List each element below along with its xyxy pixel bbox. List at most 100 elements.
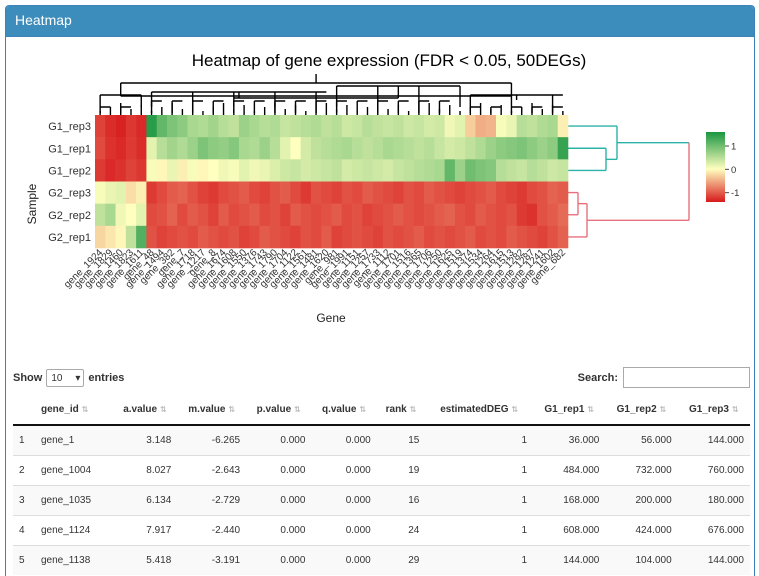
search-input[interactable]	[623, 367, 750, 388]
heatmap-cell	[506, 115, 517, 138]
heatmap-cell	[352, 181, 363, 204]
table-row[interactable]: 3 gene_1035 6.134 -2.729 0.000 0.000 16 1 168.00…	[13, 484, 750, 515]
heatmap-cell	[516, 225, 528, 249]
heatmap-cell	[382, 115, 394, 138]
results-table: gene_id ⇅ a.value ⇅ m.value ⇅ p.value ⇅ q.value ⇅…	[13, 395, 750, 575]
heatmap-cell	[352, 137, 363, 160]
column-header-label: q.value	[321, 404, 357, 415]
table-row[interactable]: 2 gene_1004 8.027 -2.643 0.000 0.000 19 1 484.00…	[13, 454, 750, 485]
heatmap-cell	[403, 137, 415, 160]
heatmap-cell	[444, 115, 456, 138]
row-label: G1_rep2	[48, 165, 91, 177]
column-header-estimateddeg[interactable]: estimatedDEG ⇅	[425, 395, 534, 426]
table-cell: 0.000	[311, 544, 377, 575]
heatmap-cell	[136, 203, 147, 227]
heatmap-cell	[444, 159, 456, 182]
column-header-a-value[interactable]: a.value ⇅	[112, 395, 178, 426]
table-cell: 5	[13, 544, 35, 575]
heatmap-cell	[146, 159, 157, 182]
heatmap-cell	[125, 115, 137, 138]
page-length-select[interactable]: 10 ▾	[46, 369, 85, 387]
column-header-m-value[interactable]: m.value ⇅	[177, 395, 247, 426]
heatmap-cell	[310, 181, 322, 204]
heatmap-cell	[547, 181, 559, 204]
heatmap-cell	[496, 159, 507, 182]
heatmap-cell	[444, 203, 456, 227]
heatmap-cell	[115, 137, 127, 160]
heatmap-cell	[321, 137, 332, 160]
heatmap-cell	[341, 137, 353, 160]
heatmap-cell	[228, 225, 240, 249]
heatmap-cell	[413, 137, 425, 160]
table-cell: 4	[13, 514, 35, 545]
heatmap-cell	[341, 225, 353, 249]
heatmap-cell	[228, 115, 240, 138]
column-header-g1-rep2[interactable]: G1_rep2 ⇅	[605, 395, 678, 426]
heatmap-cell	[485, 115, 497, 138]
heatmap-cell	[454, 203, 466, 227]
heatmap-cell	[526, 225, 538, 249]
entries-label: entries	[88, 372, 125, 384]
heatmap-cell	[238, 203, 250, 227]
heatmap-cell	[372, 225, 384, 249]
column-header-gene-id[interactable]: gene_id ⇅	[34, 395, 113, 426]
table-cell: 0.000	[246, 514, 312, 545]
table-row[interactable]: 5 gene_1138 5.418 -3.191 0.000 0.000 29 1 144.00…	[13, 544, 750, 575]
heatmap-cell	[300, 137, 312, 160]
heatmap-cell	[434, 115, 445, 138]
column-header-q-value[interactable]: q.value ⇅	[311, 395, 377, 426]
heatmap-cell	[424, 225, 435, 249]
table-cell: 0.000	[246, 484, 312, 515]
heatmap-cell	[341, 159, 353, 182]
heatmap-cell	[331, 137, 343, 160]
heatmap-cell	[475, 225, 487, 249]
heatmap-cell	[259, 225, 271, 249]
table-row[interactable]: 1 gene_1 3.148 -6.265 0.000 0.000 15 1 36.000 56.…	[13, 424, 750, 455]
heatmap-cell	[208, 203, 219, 227]
heatmap-cell	[208, 225, 219, 249]
heatmap-cell	[362, 225, 373, 249]
heatmap-cell	[218, 115, 229, 138]
heatmap-cell	[434, 137, 445, 160]
row-labels: G1_rep3 G1_rep1 G1_rep2 G2_rep3 G2_rep2 G2_re…	[48, 121, 91, 244]
heatmap-cell	[485, 181, 497, 204]
heatmap-cell	[146, 115, 157, 138]
heatmap-panel: Heatmap Heatmap of gene expression (FDR …	[5, 5, 755, 576]
heatmap-cell	[115, 115, 127, 138]
heatmap-cell	[280, 137, 291, 160]
heatmap-cell	[485, 159, 497, 182]
row-label: G1_rep1	[48, 143, 91, 155]
table-row[interactable]: 4 gene_1124 7.917 -2.440 0.000 0.000 24 1 608.00…	[13, 514, 750, 545]
index-column-header[interactable]	[13, 395, 35, 426]
column-header-g1-rep1[interactable]: G1_rep1 ⇅	[533, 395, 606, 426]
heatmap-cell	[382, 137, 394, 160]
table-header-row: gene_id ⇅ a.value ⇅ m.value ⇅ p.value ⇅ q.value ⇅…	[13, 395, 750, 426]
heatmap-cell	[156, 181, 168, 204]
heatmap-cell	[300, 181, 312, 204]
heatmap-cell	[506, 181, 517, 204]
panel-title: Heatmap	[6, 6, 754, 37]
table-cell: 760.000	[677, 454, 750, 485]
table-cell: 16	[376, 484, 426, 515]
heatmap-cell	[259, 137, 271, 160]
heatmap-cell	[125, 159, 137, 182]
heatmap-cell	[372, 203, 384, 227]
heatmap-cell	[424, 159, 435, 182]
heatmap-cell	[218, 181, 229, 204]
legend-tick-label: -1	[731, 188, 739, 199]
column-header-p-value[interactable]: p.value ⇅	[246, 395, 312, 426]
column-header-rank[interactable]: rank ⇅	[376, 395, 426, 426]
show-label: Show	[13, 372, 43, 384]
heatmap-cell	[465, 137, 476, 160]
table-cell: -3.191	[177, 544, 247, 575]
heatmap-cell	[197, 137, 209, 160]
heatmap-cell	[208, 137, 219, 160]
table-cell: 19	[376, 454, 426, 485]
heatmap-cell	[516, 203, 528, 227]
heatmap-cell	[372, 159, 384, 182]
heatmap-cell	[372, 115, 384, 138]
heatmap-cell	[372, 181, 384, 204]
heatmap-cell	[228, 159, 240, 182]
heatmap-cell	[228, 137, 240, 160]
column-header-g1-rep3[interactable]: G1_rep3 ⇅	[677, 395, 750, 426]
